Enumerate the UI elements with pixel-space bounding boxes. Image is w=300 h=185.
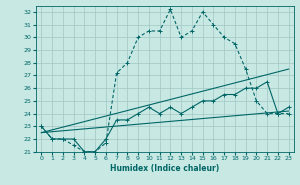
X-axis label: Humidex (Indice chaleur): Humidex (Indice chaleur) [110, 164, 220, 173]
